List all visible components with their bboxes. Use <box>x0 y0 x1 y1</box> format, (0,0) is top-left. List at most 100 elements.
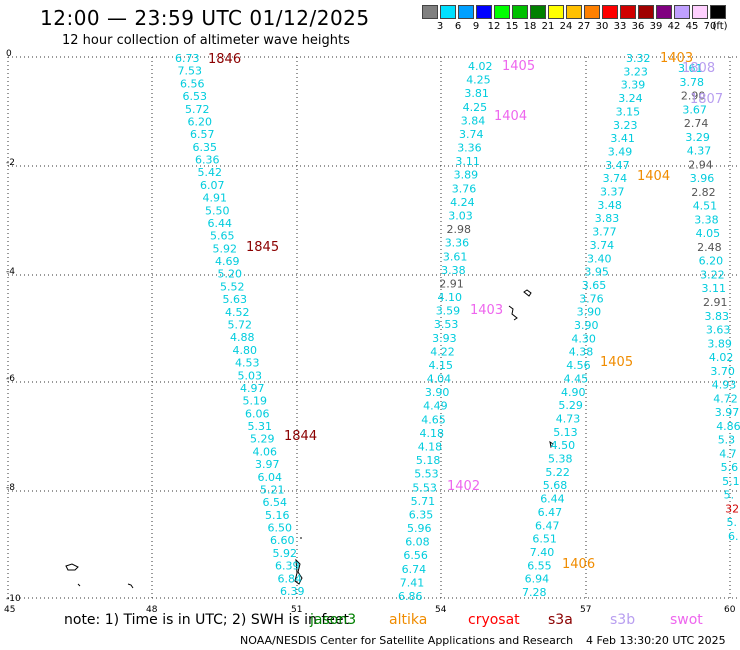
wave-height-value: 3.61 <box>443 250 468 263</box>
wave-height-value: 6.73 <box>175 52 200 65</box>
x-tick-label: 60 <box>724 605 736 615</box>
legend-label: 36 <box>631 21 645 32</box>
wave-height-value: 3.78 <box>680 76 705 89</box>
generated-timestamp: 4 Feb 13:30:20 UTC 2025 <box>586 634 726 647</box>
wave-height-value: 3.84 <box>461 114 486 127</box>
wave-height-value: 3.67 <box>682 103 707 116</box>
wave-height-value: 6.39 <box>280 585 305 598</box>
wave-height-value: 6.60 <box>270 534 295 547</box>
wave-height-value: 6.08 <box>405 536 430 549</box>
pass-labels: 1846 1845 1844 1405 1404 1403 1402 1403 1404 1405… <box>208 51 723 572</box>
wave-height-value: 4.45 <box>564 372 589 385</box>
legend-swatch <box>458 5 474 19</box>
wave-height-value: 6.06 <box>245 407 270 420</box>
wave-height-value: 5.92 <box>273 547 298 560</box>
pass-label: 1403 <box>470 303 503 318</box>
pass-label: 1406 <box>562 557 595 572</box>
wave-height-value: 7.40 <box>530 546 555 559</box>
satellite-label: altika <box>389 612 428 628</box>
page-subtitle: 12 hour collection of altimeter wave hei… <box>62 33 350 48</box>
legend-label: 24 <box>559 21 573 32</box>
wave-height-value: 5.72 <box>228 319 253 332</box>
wave-height-value: 3.23 <box>613 119 638 132</box>
wave-height-value: 3.63 <box>706 324 731 337</box>
wave-height-value: 5.31 <box>248 420 273 433</box>
wave-height-value: 6.44 <box>208 217 233 230</box>
wave-height-value: 4.88 <box>230 331 255 344</box>
wave-height-value: 5.71 <box>411 495 436 508</box>
wave-height-value: 7.28 <box>522 586 547 599</box>
wave-height-value: 3.61 <box>678 62 703 75</box>
wave-height-value: 3.77 <box>592 226 617 239</box>
y-tick-label: -8 <box>6 483 15 493</box>
wave-height-value: 2.94 <box>688 158 713 171</box>
wave-height-value: 3.24 <box>618 92 643 105</box>
wave-height-value: 5.03 <box>238 369 263 382</box>
wave-height-value: 4.15 <box>429 359 454 372</box>
wave-height-value: 4.24 <box>450 196 475 209</box>
wave-height-value: 4.04 <box>427 373 452 386</box>
wave-height-value: 6.74 <box>402 563 427 576</box>
wave-height-value: 3.22 <box>700 269 725 282</box>
legend-swatch <box>494 5 510 19</box>
x-tick-label: 54 <box>435 605 447 615</box>
wave-height-value: 5.29 <box>250 433 275 446</box>
wave-height-value: 4.91 <box>203 192 228 205</box>
legend-swatch <box>692 5 708 19</box>
legend-swatch <box>710 5 726 19</box>
wave-height-value: 3.81 <box>464 87 489 100</box>
wave-height-value: 4.51 <box>693 200 718 213</box>
legend-swatch <box>674 5 690 19</box>
wave-height-value: 2.82 <box>691 186 716 199</box>
wave-height-value: 4.37 <box>687 145 712 158</box>
wave-height-value: 4.73 <box>556 413 581 426</box>
island-shape <box>127 583 134 589</box>
legend-swatch <box>656 5 672 19</box>
wave-height-value: 6.56 <box>403 549 428 562</box>
wave-height-value: 2.74 <box>684 117 709 130</box>
wave-height-value: 3.49 <box>608 145 633 158</box>
pass-label: 1807 <box>690 92 723 107</box>
wave-height-values: 6.737.536.566.535.726.206.576.356.365.42… <box>175 52 740 603</box>
wave-height-value: 3.15 <box>616 105 641 118</box>
legend-label: (ft) <box>712 21 728 32</box>
legend-swatch <box>602 5 618 19</box>
x-tick-label: 57 <box>580 605 591 615</box>
wave-height-value: 3.90 <box>425 386 450 399</box>
pass-label: 1844 <box>284 429 317 444</box>
wave-height-value: 4.10 <box>438 291 463 304</box>
wave-height-value: 3.74 <box>590 239 615 252</box>
wave-height-value: 32 <box>725 503 739 516</box>
wave-height-value: 4.52 <box>225 306 250 319</box>
wave-height-value: 2.90 <box>681 90 706 103</box>
legend-label: 9 <box>472 21 480 32</box>
wave-height-value: 5.96 <box>407 522 432 535</box>
wave-height-value: 3.03 <box>448 210 473 223</box>
wave-height-value: 5.65 <box>210 230 235 243</box>
x-tick-label: 48 <box>146 605 158 615</box>
island-shape <box>77 583 81 587</box>
legend-label: 15 <box>505 21 519 32</box>
wave-height-value: 3.38 <box>441 264 466 277</box>
wave-height-value: 3.11 <box>455 155 480 168</box>
wave-height-value: 4.30 <box>571 332 596 345</box>
legend-swatch <box>548 5 564 19</box>
wave-height-value: 3.76 <box>452 182 477 195</box>
wave-height-value: 3.39 <box>621 79 646 92</box>
wave-height-value: 6.20 <box>188 116 213 129</box>
wave-height-value: 6.84 <box>278 572 303 585</box>
wave-height-value: 3.70 <box>710 365 735 378</box>
pass-label: 1846 <box>208 52 241 67</box>
wave-height-value: 5. <box>724 489 735 502</box>
wave-height-value: 6.20 <box>699 255 724 268</box>
wave-height-value: 5.72 <box>185 103 210 116</box>
wave-height-value: 5.42 <box>198 166 223 179</box>
x-tick-label: 51 <box>291 605 302 615</box>
island-shape <box>65 563 79 571</box>
legend-label: 27 <box>577 21 591 32</box>
wave-height-value: 4.86 <box>716 420 740 433</box>
wave-height-value: 2.98 <box>447 223 472 236</box>
wave-height-value: 4.22 <box>430 345 455 358</box>
legend-label: 30 <box>595 21 609 32</box>
wave-height-value: 4.97 <box>240 382 265 395</box>
